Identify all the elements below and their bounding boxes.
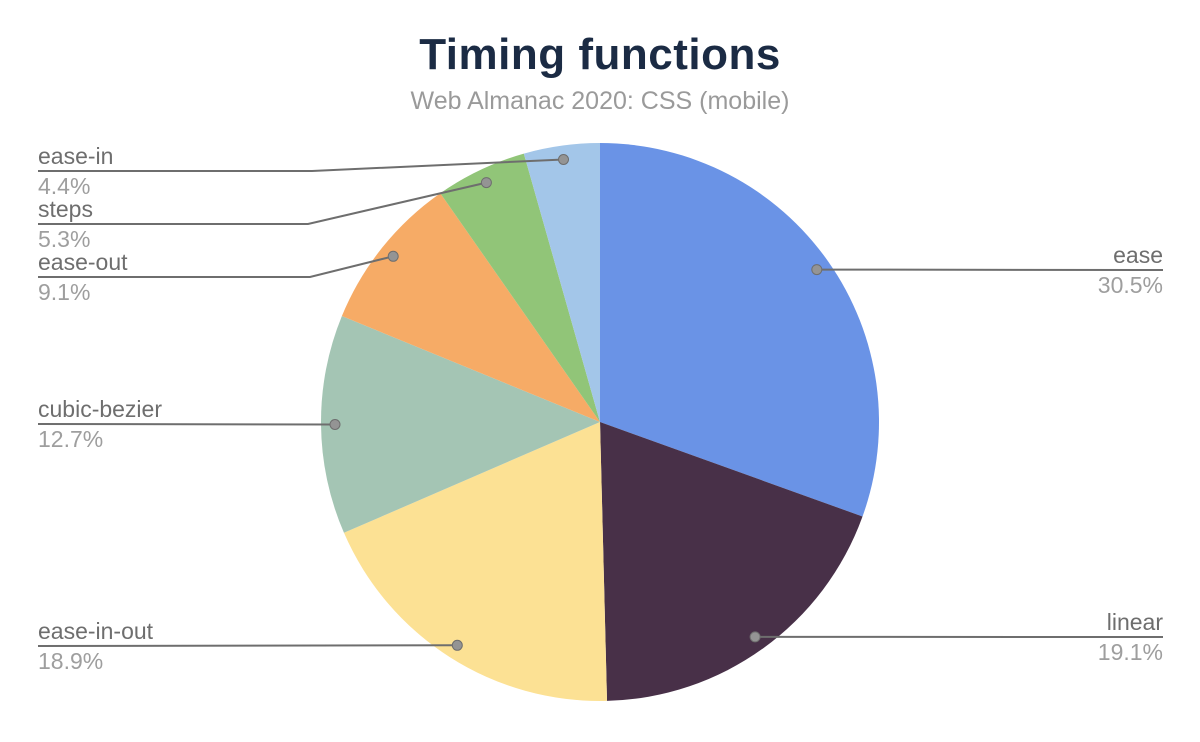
slice-label-cubic-bezier: cubic-bezier 12.7% xyxy=(38,396,162,452)
pie-slice-ease-in[interactable] xyxy=(523,143,600,422)
leader-dot-cubic-bezier xyxy=(329,419,341,430)
pie-slice-steps[interactable] xyxy=(440,153,600,422)
slice-percent: 12.7% xyxy=(38,426,104,452)
slice-label-linear: linear 19.1% xyxy=(1098,609,1163,665)
slice-label-ease-in: ease-in 4.4% xyxy=(38,143,113,199)
chart-subtitle: Web Almanac 2020: CSS (mobile) xyxy=(410,87,790,115)
slice-percent: 30.5% xyxy=(1097,272,1163,298)
pie-slice-ease-out[interactable] xyxy=(341,193,600,422)
slice-label-ease: ease 30.5% xyxy=(1098,242,1163,298)
leader-line-steps xyxy=(38,181,487,225)
pie-slice-cubic-bezier[interactable] xyxy=(321,316,600,533)
slice-percent: 19.1% xyxy=(1097,639,1163,665)
slice-label-ease-out: ease-out 9.1% xyxy=(38,249,128,305)
leader-dot-ease xyxy=(811,264,823,276)
slice-name: cubic-bezier xyxy=(38,396,162,422)
pie-slice-ease[interactable] xyxy=(600,143,880,517)
slice-name: linear xyxy=(1106,609,1163,635)
leader-dot-ease-in xyxy=(558,154,569,165)
slice-percent: 18.9% xyxy=(38,648,104,674)
slice-percent: 5.3% xyxy=(38,226,91,252)
leader-lines xyxy=(37,154,1164,651)
slice-percent: 4.4% xyxy=(38,173,91,199)
pie-slice-linear[interactable] xyxy=(600,422,863,701)
leader-line-cubic-bezier xyxy=(37,423,336,426)
leader-line-ease-in-out xyxy=(37,644,458,647)
leader-dot-steps xyxy=(480,177,492,189)
slice-label-ease-in-out: ease-in-out 18.9% xyxy=(38,618,153,674)
leader-line-ease-in xyxy=(38,158,564,172)
slice-name: ease-in-out xyxy=(38,618,154,644)
slice-name: ease xyxy=(1113,242,1163,268)
pie-slices xyxy=(321,143,880,701)
slice-name: ease-in xyxy=(38,143,114,169)
leader-dot-ease-in-out xyxy=(451,639,463,651)
slice-name: ease-out xyxy=(38,249,128,275)
leader-line-ease-out xyxy=(38,255,394,278)
slice-name: steps xyxy=(38,196,93,222)
chart-title: Timing functions xyxy=(419,30,781,79)
slice-label-steps: steps 5.3% xyxy=(38,196,93,252)
slice-percent: 9.1% xyxy=(38,279,91,305)
leader-dot-linear xyxy=(749,631,761,643)
leader-dot-ease-out xyxy=(387,250,399,262)
pie-slice-ease-in-out[interactable] xyxy=(343,422,608,701)
